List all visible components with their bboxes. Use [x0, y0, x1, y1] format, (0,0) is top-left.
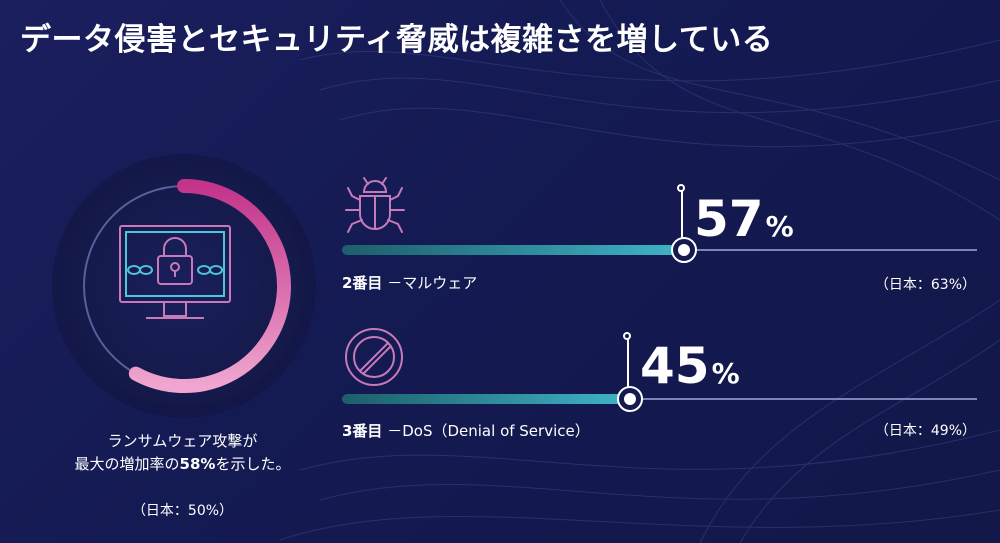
malware-name: マルウェア [402, 274, 478, 292]
ring-progress [128, 179, 291, 393]
dos-value: 45 [640, 337, 710, 395]
bug-icon [345, 177, 405, 233]
prohibited-icon [345, 328, 403, 386]
ransomware-percent: 58% [179, 455, 216, 473]
dos-label: 3番目 －DoS（Denial of Service） [342, 420, 590, 441]
dos-rank: 3番目 [342, 422, 383, 440]
page-title: データ侵害とセキュリティ脅威は複雑さを増している [20, 22, 774, 58]
dos-japan-note: （日本：49%） [874, 423, 976, 439]
ransomware-line2-prefix: 最大の増加率の [74, 455, 180, 473]
malware-japan-note: （日本：63%） [874, 277, 976, 293]
dos-marker-stem [623, 332, 631, 388]
monitor-lock-icon [119, 225, 231, 319]
malware-separator: － [387, 274, 403, 292]
malware-label: 2番目 －マルウェア [342, 272, 477, 293]
ransomware-ring [48, 150, 320, 422]
dos-name: DoS（Denial of Service） [402, 422, 590, 440]
malware-percent: 57% [694, 194, 794, 252]
malware-marker [671, 237, 697, 263]
dos-bar-track [342, 398, 977, 400]
malware-rank: 2番目 [342, 274, 383, 292]
ransomware-line2-suffix: を示した。 [215, 455, 291, 473]
malware-marker-stem [677, 184, 685, 240]
ransomware-japan-note: （日本：50%） [131, 503, 234, 519]
dos-bar-fill [342, 394, 630, 404]
malware-unit: % [765, 210, 794, 243]
malware-bar-fill [342, 245, 684, 255]
ransomware-line2: 最大の増加率の58%を示した。 [40, 453, 325, 476]
ransomware-line1: ランサムウェア攻撃が [107, 432, 258, 450]
dos-percent: 45% [640, 341, 740, 399]
malware-value: 57 [694, 190, 764, 248]
dos-unit: % [711, 357, 740, 390]
dos-separator: － [387, 422, 403, 440]
dos-marker [617, 386, 643, 412]
ransomware-description: ランサムウェア攻撃が 最大の増加率の58%を示した。 [40, 430, 325, 476]
